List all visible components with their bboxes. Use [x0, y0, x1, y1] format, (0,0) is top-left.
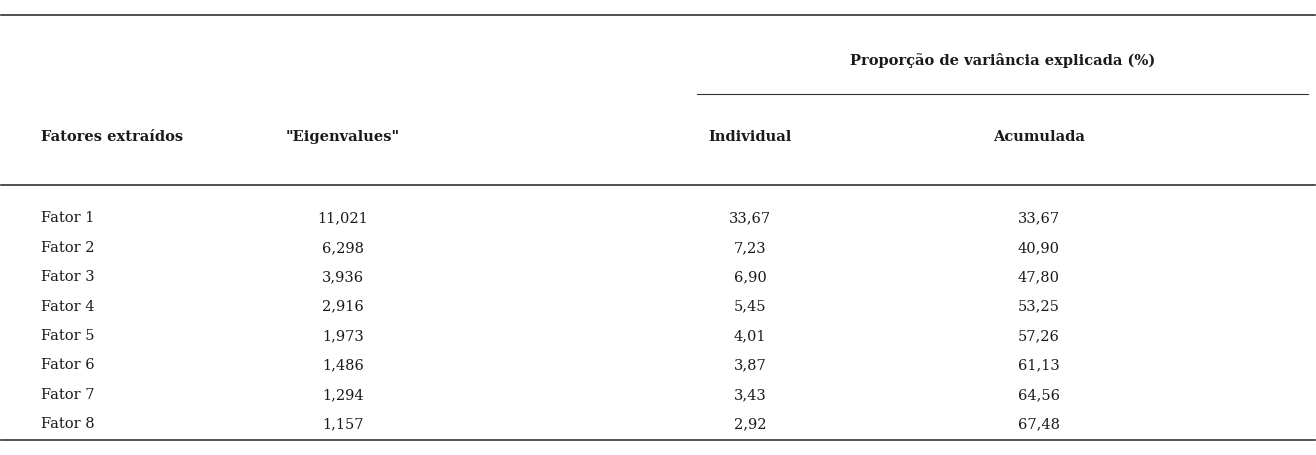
- Text: 2,916: 2,916: [322, 300, 363, 313]
- Text: Fator 6: Fator 6: [41, 359, 95, 373]
- Text: Fator 3: Fator 3: [41, 270, 95, 284]
- Text: 33,67: 33,67: [729, 212, 771, 226]
- Text: 2,92: 2,92: [734, 417, 766, 431]
- Text: 5,45: 5,45: [734, 300, 766, 313]
- Text: 6,298: 6,298: [322, 241, 363, 255]
- Text: 7,23: 7,23: [733, 241, 766, 255]
- Text: 67,48: 67,48: [1017, 417, 1059, 431]
- Text: 3,87: 3,87: [733, 359, 766, 373]
- Text: Fator 2: Fator 2: [41, 241, 95, 255]
- Text: Individual: Individual: [708, 130, 792, 144]
- Text: 33,67: 33,67: [1017, 212, 1059, 226]
- Text: 53,25: 53,25: [1017, 300, 1059, 313]
- Text: 3,936: 3,936: [322, 270, 365, 284]
- Text: Fator 8: Fator 8: [41, 417, 95, 431]
- Text: 1,973: 1,973: [322, 329, 363, 343]
- Text: 61,13: 61,13: [1019, 359, 1059, 373]
- Text: 11,021: 11,021: [317, 212, 368, 226]
- Text: Fator 4: Fator 4: [41, 300, 95, 313]
- Text: Fator 7: Fator 7: [41, 388, 95, 402]
- Text: 47,80: 47,80: [1017, 270, 1059, 284]
- Text: 57,26: 57,26: [1017, 329, 1059, 343]
- Text: Proporção de variância explicada (%): Proporção de variância explicada (%): [850, 53, 1155, 68]
- Text: 1,157: 1,157: [322, 417, 363, 431]
- Text: 3,43: 3,43: [733, 388, 766, 402]
- Text: Fator 1: Fator 1: [41, 212, 95, 226]
- Text: 64,56: 64,56: [1017, 388, 1059, 402]
- Text: Fator 5: Fator 5: [41, 329, 95, 343]
- Text: 40,90: 40,90: [1017, 241, 1059, 255]
- Text: 4,01: 4,01: [734, 329, 766, 343]
- Text: 6,90: 6,90: [733, 270, 766, 284]
- Text: Acumulada: Acumulada: [992, 130, 1084, 144]
- Text: 1,294: 1,294: [322, 388, 363, 402]
- Text: "Eigenvalues": "Eigenvalues": [286, 130, 400, 144]
- Text: 1,486: 1,486: [322, 359, 363, 373]
- Text: Fatores extraídos: Fatores extraídos: [41, 130, 183, 144]
